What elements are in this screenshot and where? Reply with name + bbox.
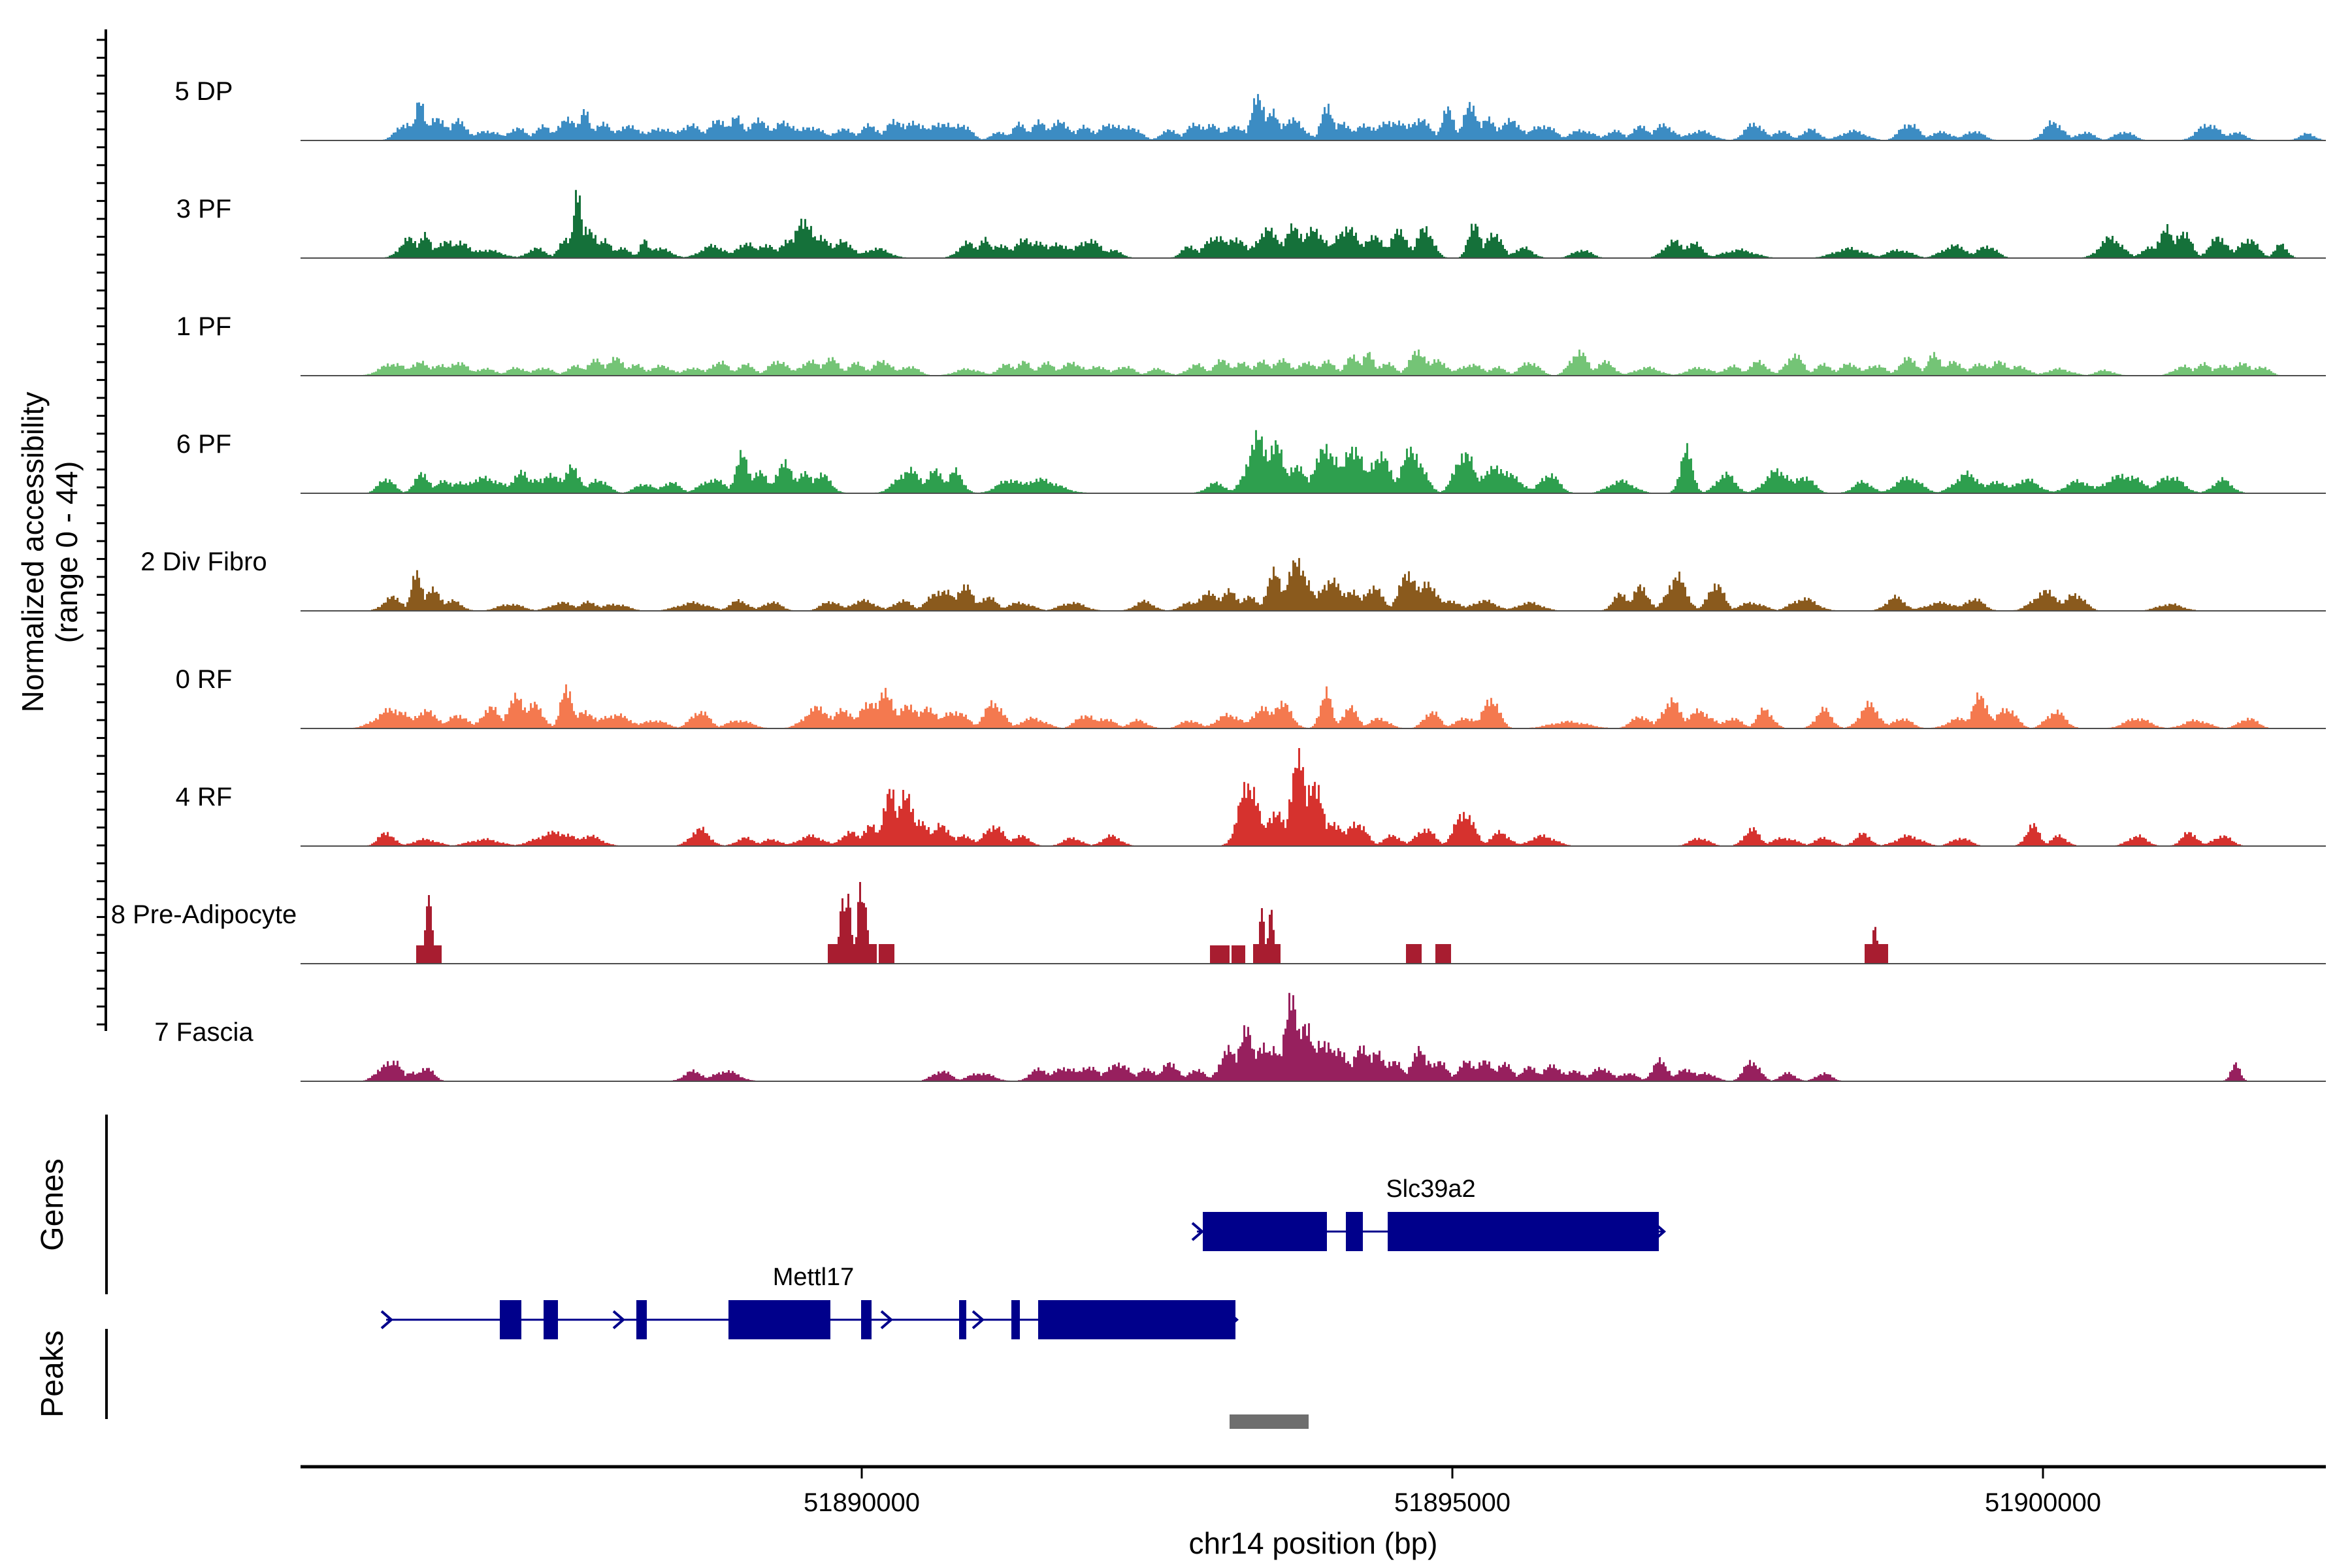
peak-bar — [1230, 1414, 1309, 1429]
gene-slc39a2-strand-arrow — [1653, 1222, 1667, 1241]
gene-mettl17-strand-arrow — [1226, 1310, 1239, 1330]
gene-slc39a2-exon — [1346, 1212, 1363, 1251]
x-tick-label: 51895000 — [1394, 1488, 1511, 1517]
x-tick-label: 51890000 — [804, 1488, 920, 1517]
gene-mettl17-strand-arrow — [612, 1310, 626, 1330]
gene-mettl17-strand-arrow — [380, 1310, 394, 1330]
gene-label-slc39a2: Slc39a2 — [1386, 1175, 1475, 1203]
track-label-7-fascia: 7 Fascia — [154, 1018, 253, 1047]
gene-mettl17-exon — [728, 1300, 830, 1339]
track-label-5-dp: 5 DP — [175, 77, 233, 106]
gene-label-mettl17: Mettl17 — [773, 1264, 855, 1291]
coverage-area-8-pre-adipocyte — [301, 882, 2326, 964]
coverage-area-4-rf — [301, 748, 2326, 846]
peaks-section-label: Peaks — [35, 1330, 70, 1417]
coverage-area-3-pf — [301, 189, 2326, 258]
track-label-3-pf: 3 PF — [176, 195, 231, 223]
gene-mettl17-strand-arrow — [972, 1310, 985, 1330]
gene-mettl17-exon — [544, 1300, 558, 1339]
track-label-0-rf: 0 RF — [176, 665, 233, 694]
track-label-1-pf: 1 PF — [176, 312, 231, 341]
gene-slc39a2-exon — [1388, 1212, 1659, 1251]
coverage-area-2-div-fibro — [301, 558, 2326, 611]
coverage-area-7-fascia — [301, 992, 2326, 1081]
genes-section-label: Genes — [35, 1158, 70, 1250]
x-tick-label: 51900000 — [1985, 1488, 2101, 1517]
track-label-6-pf: 6 PF — [176, 430, 231, 459]
coverage-area-6-pf — [301, 430, 2326, 493]
gene-slc39a2-strand-arrow — [1191, 1222, 1205, 1241]
plot-layer: 5 DP 3 PF 1 PF 6 PF 2 Div Fibro 0 RF 4 RF 8 Pre… — [97, 29, 2326, 1517]
gene-mettl17-exon — [861, 1300, 872, 1339]
gene-mettl17-exon — [1038, 1300, 1235, 1339]
y-axis-label-line1: Normalized accessibility — [16, 392, 50, 713]
track-label-2-div-fibro: 2 Div Fibro — [140, 547, 267, 576]
track-label-8-pre-adipocyte: 8 Pre-Adipocyte — [111, 900, 297, 929]
coverage-area-5-dp — [301, 93, 2326, 140]
coverage-area-1-pf — [301, 350, 2326, 376]
gene-mettl17-exon — [636, 1300, 647, 1339]
x-axis-title: chr14 position (bp) — [1189, 1526, 1438, 1560]
y-axis-label-line2: (range 0 - 44) — [50, 461, 84, 644]
gene-mettl17-exon — [500, 1300, 521, 1339]
gene-mettl17-exon — [959, 1300, 966, 1339]
gene-mettl17-strand-arrow — [880, 1310, 894, 1330]
gene-slc39a2-exon — [1203, 1212, 1327, 1251]
gene-mettl17-exon — [1011, 1300, 1020, 1339]
track-label-4-rf: 4 RF — [176, 783, 233, 811]
coverage-area-0-rf — [301, 684, 2326, 728]
